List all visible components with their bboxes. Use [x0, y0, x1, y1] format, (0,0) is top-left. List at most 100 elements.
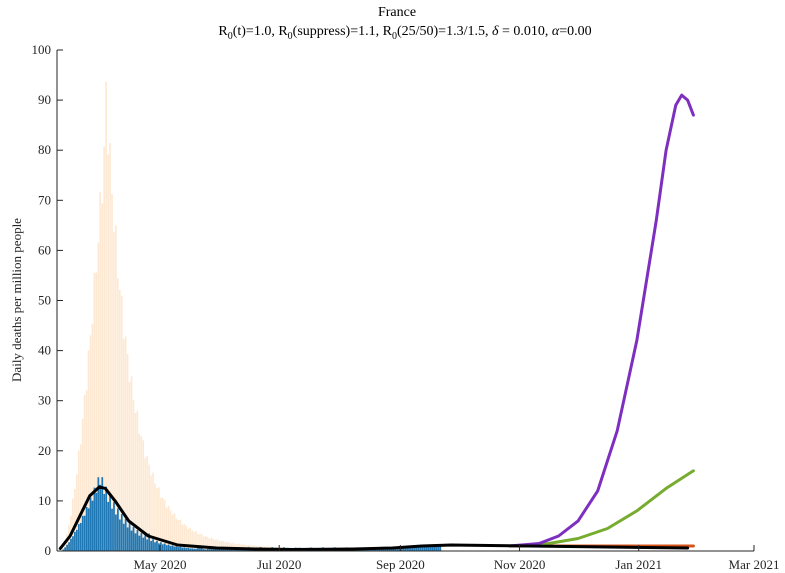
background-bar	[208, 538, 211, 551]
observed-bar	[144, 535, 147, 551]
subtitle-r0t-sub: 0	[228, 31, 233, 42]
x-tick-label: Nov 2020	[494, 557, 546, 572]
background-bar	[210, 537, 213, 551]
observed-bar	[396, 547, 399, 551]
observed-bar	[173, 546, 176, 551]
observed-bar	[66, 544, 68, 551]
background-bar	[115, 225, 117, 552]
observed-bar	[439, 545, 442, 551]
background-bar	[75, 474, 78, 551]
observed-bar	[191, 548, 194, 551]
background-bar	[89, 335, 92, 551]
background-bar	[85, 390, 88, 551]
background-bar	[130, 376, 133, 551]
observed-bar	[437, 544, 440, 551]
background-bars	[62, 81, 297, 552]
observed-bar	[68, 542, 70, 551]
observed-bar	[134, 533, 137, 551]
observed-bar	[79, 522, 82, 551]
subtitle-r0t-rest: (t)=1.0,	[233, 24, 279, 39]
observed-bar	[181, 547, 184, 551]
background-bar	[179, 519, 182, 551]
background-bar	[81, 418, 84, 551]
background-bar	[122, 339, 125, 551]
subtitle-r0f-rest: (25/50)=1.3/1.5,	[397, 24, 492, 39]
background-bar	[161, 497, 164, 551]
background-bar	[91, 323, 94, 551]
observed-bar	[415, 546, 418, 551]
observed-bar	[154, 542, 156, 551]
observed-bar	[226, 548, 229, 551]
observed-bar	[185, 548, 188, 551]
observed-bar	[408, 546, 410, 551]
observed-bar	[64, 547, 67, 551]
observed-bar	[148, 533, 151, 551]
background-bar	[173, 513, 176, 551]
y-tick-label: 20	[38, 443, 51, 458]
observed-bar	[199, 547, 201, 551]
y-tick-label: 90	[38, 92, 51, 107]
background-bar	[206, 536, 209, 551]
background-bar	[148, 464, 150, 551]
observed-bar	[417, 545, 420, 551]
observed-bar	[120, 514, 123, 551]
observed-bar	[189, 548, 192, 551]
observed-bar	[97, 477, 100, 551]
background-bar	[158, 487, 160, 551]
subtitle-alpha: α	[552, 24, 560, 39]
subtitle-r0s: R	[278, 24, 288, 39]
subtitle-r0f: R	[383, 24, 393, 39]
axes	[56, 50, 754, 552]
chart-subtitle: R0(t)=1.0, R0(suppress)=1.1, R0(25/50)=1…	[218, 24, 591, 42]
background-bar	[138, 433, 141, 551]
chart-title: France	[378, 5, 416, 20]
background-bar	[216, 539, 219, 551]
observed-bar	[197, 547, 199, 551]
background-bar	[199, 534, 201, 551]
observed-bar	[101, 477, 104, 551]
observed-bar	[177, 547, 180, 551]
observed-bar	[156, 540, 158, 551]
observed-bar	[218, 549, 221, 551]
observed-bar	[109, 494, 111, 551]
observed-bar	[128, 523, 131, 551]
subtitle-delta-rest: = 0.010,	[498, 24, 551, 39]
subtitle-alpha-rest: =0.00	[559, 24, 591, 39]
observed-bar	[83, 515, 86, 551]
background-bar	[214, 539, 217, 551]
observed-bar	[95, 492, 98, 551]
observed-bar	[77, 524, 80, 551]
observed-bar	[115, 514, 117, 551]
observed-bar	[150, 540, 152, 551]
observed-bar	[433, 544, 436, 551]
observed-bar	[435, 545, 438, 551]
subtitle-delta: δ	[492, 24, 499, 39]
background-bar	[165, 507, 168, 551]
observed-bar	[195, 548, 197, 551]
observed-bar	[179, 546, 182, 551]
observed-bar	[175, 546, 178, 551]
observed-bar	[142, 537, 145, 551]
observed-bar	[117, 508, 119, 551]
background-bar	[72, 498, 74, 551]
observed-bar	[429, 544, 432, 551]
background-bar	[183, 524, 186, 551]
observed-bar	[140, 532, 143, 551]
background-bar	[171, 514, 174, 551]
background-bar	[101, 203, 104, 551]
background-bar	[118, 289, 121, 551]
observed-bar	[130, 530, 133, 551]
observed-bar	[421, 545, 424, 551]
background-bar	[163, 500, 166, 551]
observed-bar	[216, 549, 219, 551]
observed-bar	[62, 549, 65, 551]
observed-bar	[163, 543, 166, 551]
observed-bar	[431, 546, 434, 551]
observed-bar	[85, 506, 88, 551]
observed-bar	[410, 545, 412, 551]
x-tick-label: Jan 2021	[615, 557, 662, 572]
background-bar	[140, 436, 143, 551]
observed-bar	[202, 549, 205, 551]
series-line-scenario_mid	[508, 469, 695, 548]
